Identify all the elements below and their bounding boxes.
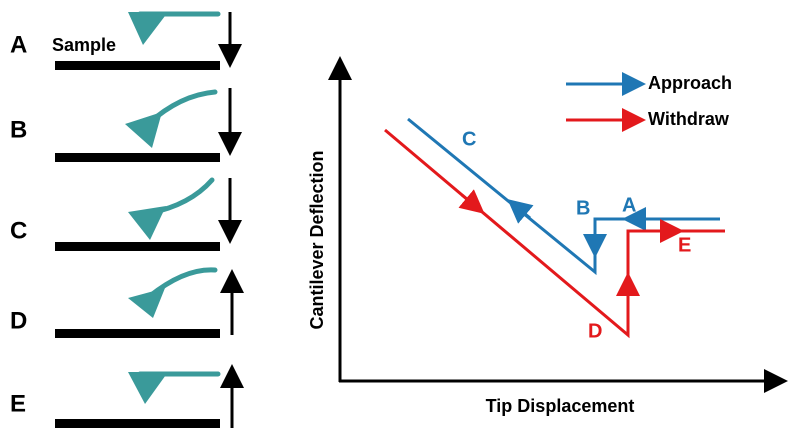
panel-label: C [10,217,27,244]
sample [55,242,220,251]
curve-label: C [462,128,476,150]
panel-e: E [10,370,232,428]
panel-c: C [10,178,230,251]
tip [128,372,168,404]
sample [55,153,220,162]
curve-arrow [462,195,480,210]
panel-a: A Sample [10,12,230,70]
sample [55,329,220,338]
sample-label: Sample [52,35,116,55]
sample [55,61,220,70]
tip [128,12,168,45]
y-axis-label: Cantilever Deflection [307,150,327,329]
panel-label: A [10,31,27,58]
curve-label: B [576,197,590,219]
tip [128,288,165,318]
curve-arrow [512,203,530,218]
curve-label: A [622,194,636,216]
curve-label: D [588,320,602,342]
panel-d: D [10,270,232,338]
panel-label: E [10,390,26,417]
diagram: A Sample B C D E Cantilever Deflection T… [0,0,790,430]
curve-label: E [678,234,691,256]
tip [125,112,162,148]
sample [55,419,220,428]
legend-label: Withdraw [648,109,730,129]
legend-label: Approach [648,73,732,93]
panel-b: B [10,88,230,162]
panel-label: B [10,116,27,143]
tip [128,206,166,240]
panel-label: D [10,307,27,334]
x-axis-label: Tip Displacement [486,396,635,416]
approach-curve [408,119,720,272]
